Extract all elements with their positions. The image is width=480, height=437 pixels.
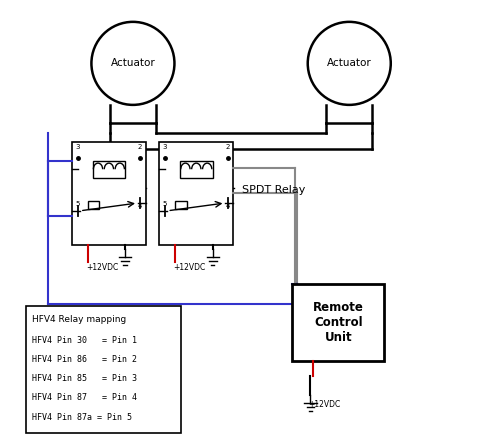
- Text: +12VDC: +12VDC: [173, 263, 205, 272]
- Text: HFV4 Pin 30   = Pin 1: HFV4 Pin 30 = Pin 1: [33, 336, 137, 345]
- Text: HFV4 Relay mapping: HFV4 Relay mapping: [33, 315, 127, 324]
- Text: 3: 3: [163, 144, 168, 150]
- Text: HFV4 Pin 87   = Pin 4: HFV4 Pin 87 = Pin 4: [33, 393, 137, 402]
- Text: HFV4 Pin 85   = Pin 3: HFV4 Pin 85 = Pin 3: [33, 374, 137, 383]
- Text: 2: 2: [138, 144, 143, 150]
- Text: Remote
Control
Unit: Remote Control Unit: [313, 301, 364, 344]
- Bar: [180, 160, 213, 178]
- Text: +12VDC: +12VDC: [308, 400, 340, 409]
- Bar: [176, 201, 187, 208]
- Text: 3: 3: [75, 144, 80, 150]
- Bar: [72, 142, 146, 245]
- Text: HFV4 Pin 87a = Pin 5: HFV4 Pin 87a = Pin 5: [33, 413, 132, 422]
- Text: 4: 4: [225, 203, 230, 209]
- Bar: [88, 201, 99, 208]
- Text: 2: 2: [225, 144, 230, 150]
- Text: SPDT Relay: SPDT Relay: [242, 185, 306, 195]
- Text: 4: 4: [138, 203, 143, 209]
- Bar: [159, 142, 233, 245]
- Text: +12VDC: +12VDC: [86, 263, 118, 272]
- Text: 5: 5: [75, 201, 80, 207]
- Text: Actuator: Actuator: [327, 59, 372, 68]
- Bar: [93, 160, 125, 178]
- Bar: [26, 306, 181, 433]
- Text: HFV4 Pin 86   = Pin 2: HFV4 Pin 86 = Pin 2: [33, 355, 137, 364]
- Bar: [292, 284, 384, 361]
- Text: 5: 5: [163, 201, 167, 207]
- Text: Actuator: Actuator: [110, 59, 156, 68]
